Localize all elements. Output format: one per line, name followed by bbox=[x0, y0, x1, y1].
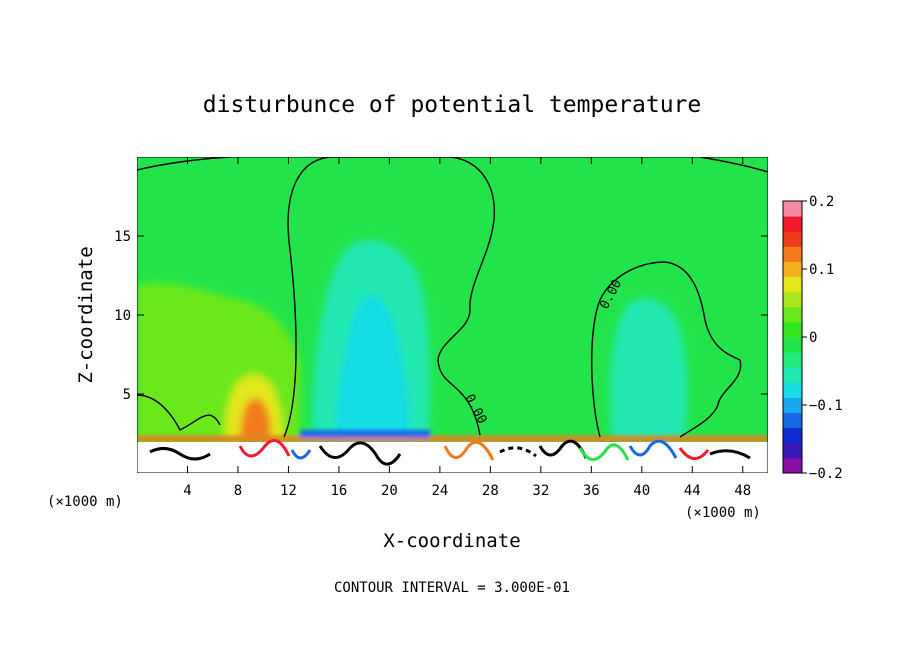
colorbar-swatch bbox=[783, 246, 802, 262]
surface-turbulence-marks bbox=[149, 438, 751, 466]
x-tick-label: 32 bbox=[532, 483, 549, 499]
x-unit-left: (×1000 m) bbox=[47, 494, 123, 510]
plot-area bbox=[137, 157, 768, 473]
colorbar-swatch bbox=[783, 412, 802, 429]
x-unit-right: (×1000 m) bbox=[685, 505, 761, 521]
colorbar-swatch bbox=[783, 276, 802, 293]
colorbar-swatch bbox=[783, 382, 802, 398]
x-tick-label: 20 bbox=[381, 483, 398, 499]
colorbar-swatch bbox=[783, 216, 802, 232]
colorbar-swatch bbox=[783, 397, 802, 414]
colorbar: 0.2 0.1 0 −0.1 −0.2 bbox=[782, 194, 843, 482]
y-tick-label: 15 bbox=[114, 229, 131, 245]
colorbar-swatch bbox=[783, 427, 802, 444]
x-tick-label: 4 bbox=[183, 483, 191, 499]
x-tick-label: 12 bbox=[280, 483, 297, 499]
y-tick-label: 5 bbox=[123, 387, 131, 403]
colorbar-swatch bbox=[783, 291, 802, 308]
x-tick-label: 36 bbox=[583, 483, 600, 499]
colorbar-swatch bbox=[783, 337, 802, 353]
x-tick-label: 8 bbox=[234, 483, 242, 499]
x-axis: 4 8 12 16 20 24 28 32 36 40 44 48 bbox=[183, 157, 751, 499]
y-axis-label: Z-coordinate bbox=[75, 246, 97, 383]
colorbar-swatch bbox=[783, 442, 802, 459]
colorbar-swatch bbox=[783, 321, 802, 338]
colorbar-swatch bbox=[783, 261, 802, 278]
colorbar-label: 0.1 bbox=[809, 262, 834, 278]
y-tick-label: 10 bbox=[114, 308, 131, 324]
colorbar-swatch bbox=[783, 231, 802, 247]
contour-interval-footer: CONTOUR INTERVAL = 3.000E-01 bbox=[334, 580, 570, 596]
colorbar-swatch bbox=[783, 457, 802, 474]
warm-anomaly-inner bbox=[240, 398, 272, 440]
x-tick-label: 48 bbox=[734, 483, 751, 499]
colorbar-swatch bbox=[783, 306, 802, 323]
colorbar-label: 0 bbox=[809, 330, 817, 346]
cold-plume-left-core bbox=[335, 296, 410, 440]
y-axis: 5 10 15 bbox=[114, 229, 768, 403]
x-axis-label: X-coordinate bbox=[383, 530, 520, 552]
colorbar-swatch bbox=[783, 201, 802, 217]
cold-plume-right bbox=[610, 298, 688, 440]
chart-title: disturbunce of potential temperature bbox=[203, 92, 702, 118]
x-tick-label: 24 bbox=[431, 483, 448, 499]
x-tick-label: 40 bbox=[633, 483, 650, 499]
colorbar-label: −0.1 bbox=[809, 398, 843, 414]
colorbar-swatch bbox=[783, 367, 802, 383]
x-tick-label: 44 bbox=[684, 483, 701, 499]
surface-warm-band bbox=[137, 436, 768, 442]
colorbar-label: 0.2 bbox=[809, 194, 834, 210]
colorbar-swatch bbox=[783, 352, 802, 368]
x-tick-label: 28 bbox=[482, 483, 499, 499]
colorbar-label: −0.2 bbox=[809, 466, 843, 482]
x-tick-label: 16 bbox=[330, 483, 347, 499]
surface-cold-band bbox=[300, 430, 430, 438]
